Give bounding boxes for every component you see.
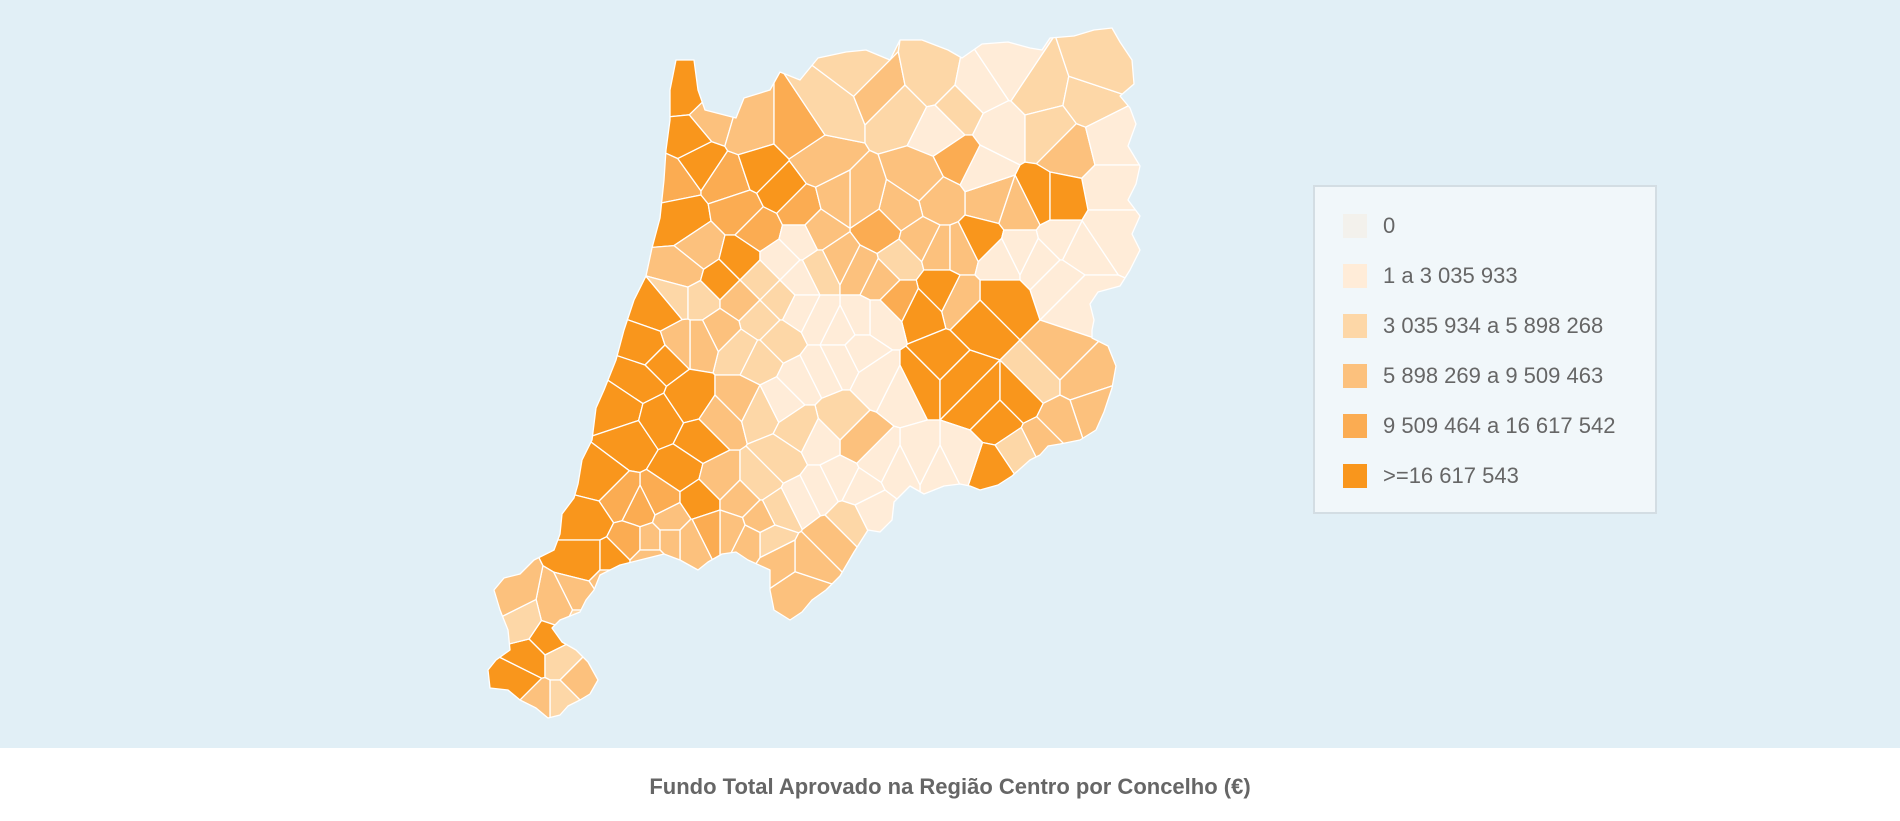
municipality-region[interactable] — [724, 30, 775, 156]
municipality-region[interactable] — [994, 426, 1136, 656]
map-panel: 0 1 a 3 035 933 3 035 934 a 5 898 268 5 … — [0, 0, 1900, 748]
municipality-region[interactable] — [704, 571, 1019, 725]
legend-label: 9 509 464 a 16 617 542 — [1383, 413, 1616, 438]
municipality-region[interactable] — [588, 569, 673, 654]
municipality-region[interactable] — [1020, 416, 1150, 681]
municipality-region[interactable] — [559, 649, 728, 725]
municipality-region[interactable] — [964, 441, 1150, 726]
legend-label: 3 035 934 a 5 898 268 — [1383, 313, 1604, 338]
municipality-region[interactable] — [1001, 229, 1039, 276]
map-legend: 0 1 a 3 035 933 3 035 934 a 5 898 268 5 … — [1313, 185, 1657, 514]
legend-swatch — [1343, 464, 1367, 488]
legend-swatch — [1343, 314, 1367, 338]
municipality-region[interactable] — [1049, 171, 1089, 221]
municipality-region[interactable] — [898, 215, 941, 263]
legend-swatch — [1343, 364, 1367, 388]
map-title: Fundo Total Aprovado na Região Centro po… — [649, 774, 1251, 799]
legend-swatch — [1343, 214, 1367, 238]
legend-item-4[interactable]: 9 509 464 a 16 617 542 — [1343, 413, 1655, 463]
choropleth-map[interactable] — [0, 0, 1900, 748]
municipality-region[interactable] — [714, 374, 761, 423]
legend-item-5[interactable]: >=16 617 543 — [1343, 463, 1655, 513]
municipality-region[interactable] — [1081, 164, 1150, 211]
municipality-region[interactable] — [659, 529, 681, 571]
legend-item-1[interactable]: 1 a 3 035 933 — [1343, 263, 1655, 313]
region-outline — [487, 27, 1141, 719]
legend-label: 5 898 269 a 9 509 463 — [1383, 363, 1604, 388]
map-footer: Fundo Total Aprovado na Região Centro po… — [0, 748, 1900, 821]
municipality-region[interactable] — [854, 489, 999, 693]
legend-item-3[interactable]: 5 898 269 a 9 509 463 — [1343, 363, 1655, 413]
legend-label: 0 — [1383, 213, 1396, 238]
legend-item-0[interactable]: 0 — [1343, 213, 1655, 263]
municipality-region[interactable] — [1069, 372, 1150, 568]
municipality-region[interactable] — [562, 609, 663, 651]
legend-item-2[interactable]: 3 035 934 a 5 898 268 — [1343, 313, 1655, 363]
municipality-region[interactable] — [480, 20, 768, 125]
legend-swatch — [1343, 414, 1367, 438]
legend-swatch — [1343, 264, 1367, 288]
legend-label: 1 a 3 035 933 — [1383, 263, 1518, 288]
municipality-region[interactable] — [844, 334, 894, 374]
legend-label: >=16 617 543 — [1383, 463, 1519, 488]
